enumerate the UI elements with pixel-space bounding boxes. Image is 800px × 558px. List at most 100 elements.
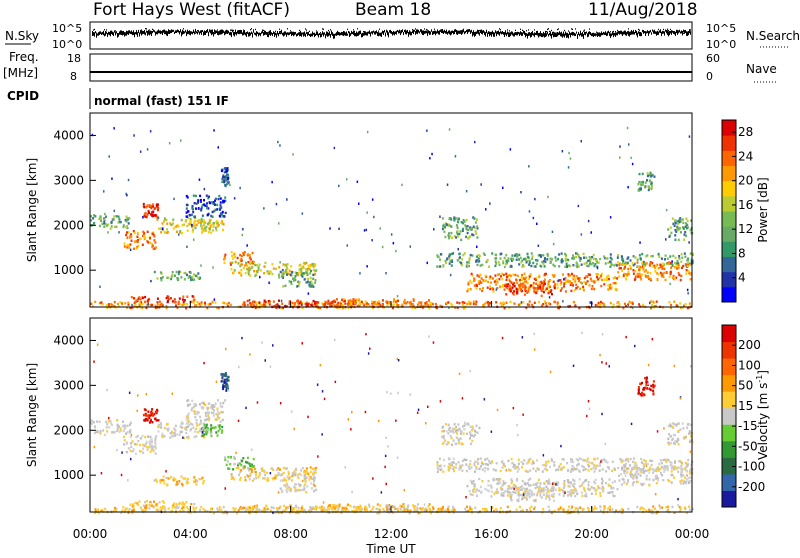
velocity-echo bbox=[311, 487, 313, 489]
counts-sample bbox=[160, 30, 161, 34]
counts-sample bbox=[412, 31, 413, 33]
velocity-echo bbox=[280, 474, 282, 476]
counts-sample bbox=[397, 30, 398, 32]
nave-sample bbox=[252, 71, 254, 73]
velocity-echo bbox=[465, 459, 467, 461]
power-echo bbox=[325, 301, 327, 303]
velocity-echo bbox=[525, 470, 527, 472]
power-echo bbox=[393, 242, 395, 244]
counts-sample bbox=[487, 33, 488, 37]
counts-sample bbox=[178, 30, 179, 33]
velocity-echo bbox=[291, 507, 293, 509]
velocity-echo bbox=[255, 477, 257, 479]
counts-sample bbox=[387, 31, 388, 36]
velocity-echo bbox=[225, 389, 227, 391]
counts-sample bbox=[411, 32, 412, 35]
power-echo bbox=[215, 227, 217, 229]
counts-sample bbox=[662, 31, 663, 34]
counts-sample bbox=[468, 29, 469, 32]
velocity-echo bbox=[173, 427, 175, 429]
power-echo bbox=[329, 302, 331, 304]
counts-sample bbox=[309, 34, 310, 36]
power-echo bbox=[635, 256, 637, 258]
power-echo bbox=[126, 237, 128, 239]
velocity-echo bbox=[222, 402, 224, 404]
power-echo bbox=[544, 300, 546, 302]
power-echo bbox=[603, 278, 605, 280]
search-sample bbox=[590, 32, 591, 33]
power-echo bbox=[669, 283, 671, 285]
power-echo bbox=[157, 207, 159, 209]
power-echo bbox=[536, 263, 538, 265]
search-sample bbox=[328, 30, 329, 31]
velocity-echo bbox=[144, 501, 146, 503]
counts-sample bbox=[349, 32, 350, 37]
freq-label: Freq. bbox=[9, 50, 39, 64]
counts-sample bbox=[632, 31, 633, 34]
search-sample bbox=[211, 30, 212, 31]
search-sample bbox=[141, 29, 142, 30]
velocity-echo bbox=[117, 424, 119, 426]
power-echo bbox=[285, 269, 287, 271]
velocity-echo bbox=[116, 430, 118, 432]
power-echo bbox=[648, 186, 650, 188]
search-sample bbox=[540, 31, 541, 32]
search-sample bbox=[681, 31, 682, 32]
counts-sample bbox=[380, 33, 381, 37]
counts-sample bbox=[605, 31, 606, 35]
power-echo bbox=[164, 231, 166, 233]
power-echo bbox=[338, 228, 340, 230]
velocity-echo bbox=[633, 461, 635, 463]
power-echo bbox=[159, 304, 161, 306]
power-echo bbox=[382, 246, 384, 248]
velocity-echo bbox=[222, 375, 224, 377]
power-echo bbox=[666, 271, 668, 273]
counts-sample bbox=[169, 30, 170, 34]
nave-sample bbox=[504, 71, 506, 73]
search-sample bbox=[306, 30, 307, 31]
power-echo bbox=[505, 273, 507, 275]
velocity-echo bbox=[94, 425, 96, 427]
counts-sample bbox=[641, 33, 642, 37]
power-echo bbox=[507, 260, 509, 262]
power-echo bbox=[316, 301, 318, 303]
search-sample bbox=[275, 31, 276, 32]
counts-sample bbox=[471, 30, 472, 33]
power-echo bbox=[271, 273, 273, 275]
counts-sample bbox=[570, 33, 571, 38]
velocity-echo bbox=[633, 457, 635, 459]
nave-sample bbox=[456, 71, 458, 73]
power-echo bbox=[479, 255, 481, 257]
counts-sample bbox=[182, 30, 183, 35]
power-echo bbox=[393, 301, 395, 303]
power-echo bbox=[516, 282, 518, 284]
power-echo bbox=[273, 267, 275, 269]
power-echo bbox=[279, 144, 281, 146]
counts-sample bbox=[669, 31, 670, 35]
power-echo bbox=[199, 179, 201, 181]
velocity-echo bbox=[600, 509, 602, 511]
power-echo bbox=[466, 303, 468, 305]
velocity-echo bbox=[477, 432, 479, 434]
power-echo bbox=[491, 252, 493, 254]
power-echo bbox=[469, 235, 471, 237]
velocity-echo bbox=[145, 418, 147, 420]
counts-sample bbox=[236, 32, 237, 35]
power-echo bbox=[524, 289, 526, 291]
velocity-echo bbox=[193, 476, 195, 478]
power-echo bbox=[500, 253, 502, 255]
power-echo bbox=[371, 239, 373, 241]
nave-sample bbox=[344, 71, 346, 73]
velocity-echo bbox=[181, 503, 183, 505]
velocity-echo bbox=[538, 468, 540, 470]
velocity-echo bbox=[219, 425, 221, 427]
power-echo bbox=[681, 253, 683, 255]
power-echo bbox=[457, 227, 459, 229]
counts-sample bbox=[566, 34, 567, 38]
power-echo bbox=[247, 253, 249, 255]
power-echo bbox=[306, 272, 308, 274]
nave-sample bbox=[392, 71, 394, 73]
nave-sample bbox=[648, 71, 650, 73]
power-colorbar-swatch bbox=[722, 241, 736, 257]
counts-sample bbox=[314, 33, 315, 37]
